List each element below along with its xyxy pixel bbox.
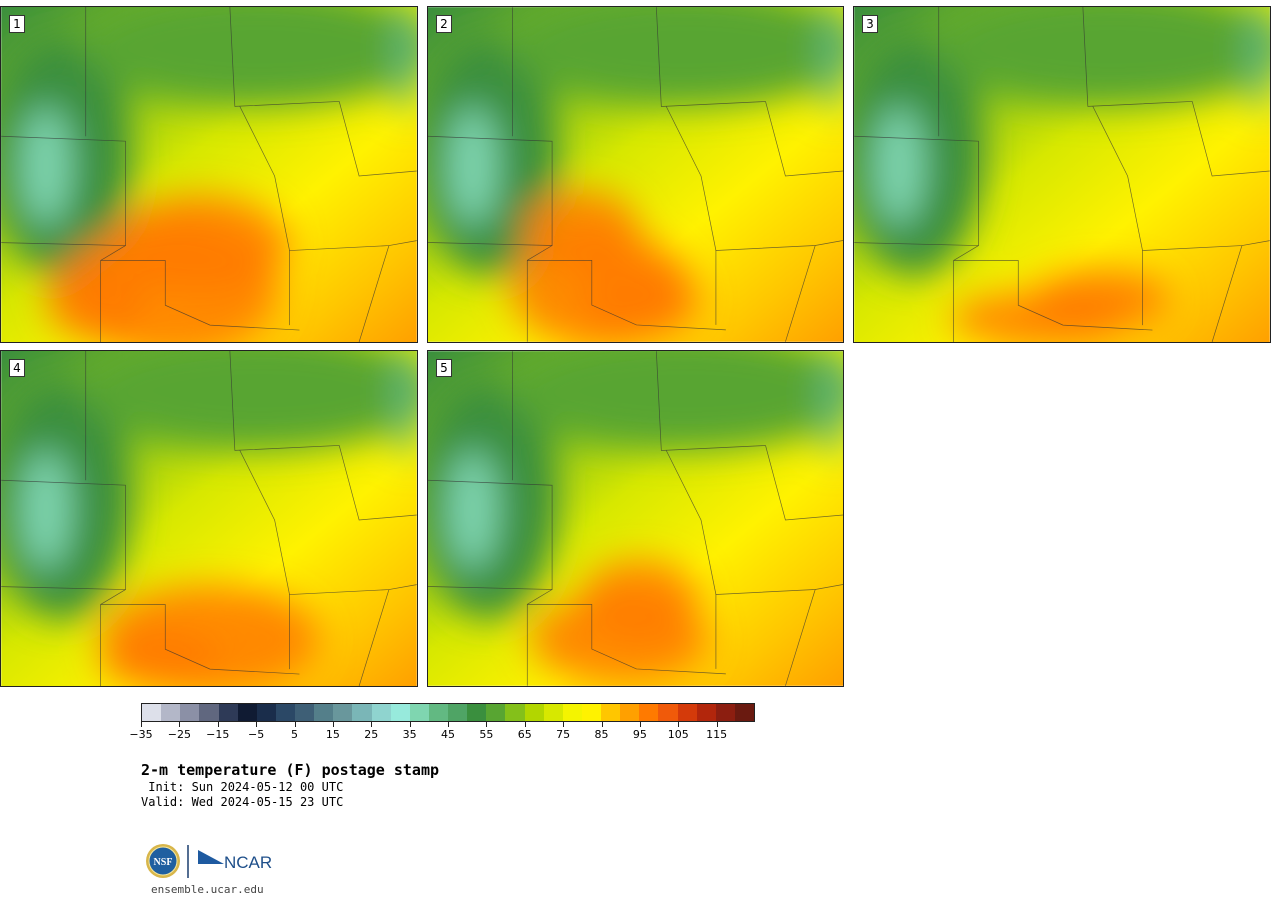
stamp-panel-3: 3	[853, 6, 1271, 343]
colorbar-tick-label: 25	[364, 728, 379, 741]
colorbar-segment	[161, 704, 181, 721]
nsf-logo-text: NSF	[154, 857, 173, 868]
colorbar-segment	[314, 704, 334, 721]
colorbar-segment	[352, 704, 372, 721]
colorbar-segment	[448, 704, 468, 721]
colorbar-tick	[601, 722, 603, 727]
stamp-panel-4: 4	[0, 350, 418, 687]
colorbar-segment	[601, 704, 621, 721]
temperature-map	[428, 351, 843, 686]
colorbar-segment	[524, 704, 544, 721]
colorbar-segment	[562, 704, 582, 721]
colorbar-segment	[696, 704, 716, 721]
ncar-logo-icon: NCAR	[198, 850, 272, 872]
colorbar-tick-label: 65	[517, 728, 532, 741]
colorbar-segment	[467, 704, 487, 721]
colorbar-tick-label: 55	[479, 728, 494, 741]
colorbar-tick-label: 115	[706, 728, 728, 741]
colorbar-segment	[734, 704, 754, 721]
temperature-map	[1, 351, 417, 686]
colorbar-segment	[658, 704, 678, 721]
colorbar-segment	[199, 704, 219, 721]
colorbar-segment	[142, 704, 162, 721]
colorbar-tick-label: −15	[206, 728, 230, 741]
colorbar-tick-label: 85	[594, 728, 609, 741]
stamp-label-4: 4	[9, 359, 25, 377]
stamp-label-5: 5	[436, 359, 452, 377]
stamp-panel-2: 2	[427, 6, 844, 343]
colorbar-tick-label: −25	[167, 728, 191, 741]
stamp-panel-1: 1	[0, 6, 418, 343]
colorbar-tick	[448, 722, 449, 727]
colorbar-tick	[486, 722, 488, 727]
temperature-colorbar	[141, 703, 755, 722]
colorbar-segment	[218, 704, 238, 721]
colorbar-tick	[294, 722, 296, 727]
colorbar-tick-label: 45	[441, 728, 455, 741]
colorbar-segment	[275, 704, 295, 721]
colorbar-segment	[409, 704, 429, 721]
colorbar-tick-label: −5	[248, 728, 265, 741]
nsf-logo-icon: NSF	[146, 844, 180, 878]
colorbar-tick-label: −35	[129, 728, 153, 741]
colorbar-segment	[486, 704, 506, 721]
colorbar-tick	[141, 722, 142, 727]
colorbar-tick-label: 35	[402, 728, 417, 741]
colorbar-segment	[543, 704, 563, 721]
stamp-label-1: 1	[9, 15, 25, 33]
colorbar-segment	[256, 704, 276, 721]
colorbar-segment	[180, 704, 200, 721]
colorbar-segment	[505, 704, 525, 721]
colorbar-tick	[332, 722, 334, 727]
colorbar-tick-label: 95	[632, 728, 647, 741]
colorbar-segment	[639, 704, 659, 721]
colorbar-tick	[678, 722, 680, 727]
colorbar-segment	[677, 704, 697, 721]
nsf-ncar-logo: NSF NCAR	[144, 842, 274, 882]
colorbar-segment	[715, 704, 735, 721]
colorbar-tick-label: 15	[325, 728, 340, 741]
colorbar-tick-label: 105	[667, 728, 689, 741]
colorbar-tick	[716, 722, 718, 727]
init-time: Init: Sun 2024-05-12 00 UTC	[141, 780, 344, 794]
colorbar-segment	[428, 704, 448, 721]
colorbar-segment	[371, 704, 391, 721]
colorbar-tick	[217, 722, 219, 727]
temperature-map	[854, 7, 1270, 342]
chart-title: 2-m temperature (F) postage stamp	[141, 761, 440, 779]
site-url: ensemble.ucar.edu	[151, 883, 264, 896]
colorbar-segment	[237, 704, 257, 721]
temperature-map	[1, 7, 417, 342]
colorbar-segment	[581, 704, 601, 721]
colorbar-tick	[524, 722, 526, 727]
colorbar-ticks: −35 −25 −15 −5 5 15 25 35 45 55 65 75 85 95 105 115	[129, 722, 755, 744]
colorbar-segment	[620, 704, 640, 721]
stamp-panel-5: 5	[427, 350, 844, 687]
colorbar-tick	[639, 722, 641, 727]
colorbar-tick	[179, 722, 181, 727]
colorbar-tick	[256, 722, 258, 727]
colorbar-segment	[295, 704, 315, 721]
stamp-label-2: 2	[436, 15, 452, 33]
colorbar-tick-label: 75	[556, 728, 571, 741]
colorbar-tick	[563, 722, 565, 727]
stamp-label-3: 3	[862, 15, 878, 33]
colorbar-tick	[371, 722, 373, 727]
colorbar-segment	[390, 704, 410, 721]
ncar-logo-text: NCAR	[224, 853, 272, 872]
colorbar-tick-label: 5	[291, 728, 298, 741]
colorbar-segment	[333, 704, 353, 721]
valid-time: Valid: Wed 2024-05-15 23 UTC	[141, 795, 344, 809]
temperature-map	[428, 7, 843, 342]
colorbar-tick	[409, 722, 411, 727]
